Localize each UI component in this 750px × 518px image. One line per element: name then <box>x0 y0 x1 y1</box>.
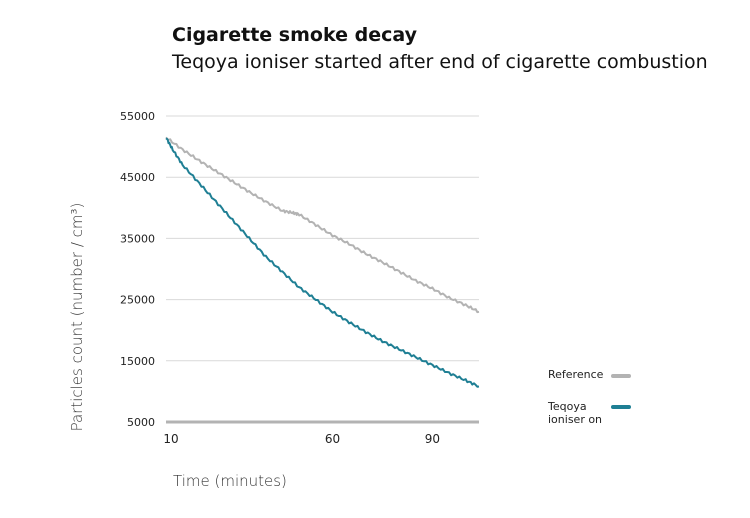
x-tick-label: 90 <box>425 432 440 446</box>
chart-title: Cigarette smoke decay <box>172 24 417 46</box>
x-tick-labels: 10 60 90 <box>163 432 440 446</box>
x-tick-label: 60 <box>325 432 340 446</box>
series-lines <box>165 136 480 388</box>
series-line-reference <box>165 136 480 314</box>
x-axis-label: Time (minutes) <box>173 472 287 490</box>
y-tick-labels: 55000 45000 35000 25000 15000 5000 <box>120 110 155 429</box>
legend-swatch-reference <box>611 374 631 378</box>
y-tick-label: 5000 <box>127 416 155 429</box>
chart-subtitle: Teqoya ioniser started after end of ciga… <box>172 51 708 73</box>
y-tick-label: 15000 <box>120 355 155 368</box>
gridlines <box>166 115 479 424</box>
legend-swatch-teqoya <box>611 405 631 409</box>
y-tick-label: 35000 <box>120 232 155 245</box>
y-tick-label: 25000 <box>120 294 155 307</box>
legend-label-reference: Reference <box>548 368 604 381</box>
y-axis-label: Particles count (number / cm³) <box>68 203 86 432</box>
y-tick-label: 55000 <box>120 110 155 123</box>
series-line-teqoya <box>165 137 480 388</box>
x-tick-label: 10 <box>163 432 178 446</box>
legend-label-teqoya: Teqoya ioniser on <box>548 400 603 426</box>
y-tick-label: 45000 <box>120 171 155 184</box>
